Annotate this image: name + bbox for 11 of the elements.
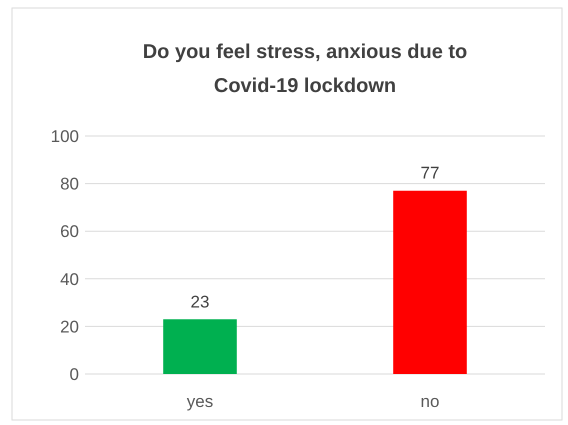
y-tick-label: 60 [60, 222, 79, 242]
y-tick-label: 0 [70, 364, 79, 384]
x-tick-label: yes [186, 392, 214, 411]
y-tick-label: 100 [50, 126, 79, 146]
data-label: 23 [190, 292, 210, 312]
x-tick-label: no [420, 392, 440, 411]
y-tick-label: 20 [60, 317, 79, 336]
y-tick-label: 40 [60, 270, 79, 289]
y-tick-label: 80 [60, 174, 79, 194]
chart-title: Do you feel stress, anxious due to Covid-19 lockdown [142, 41, 468, 97]
data-label: 77 [420, 164, 440, 183]
